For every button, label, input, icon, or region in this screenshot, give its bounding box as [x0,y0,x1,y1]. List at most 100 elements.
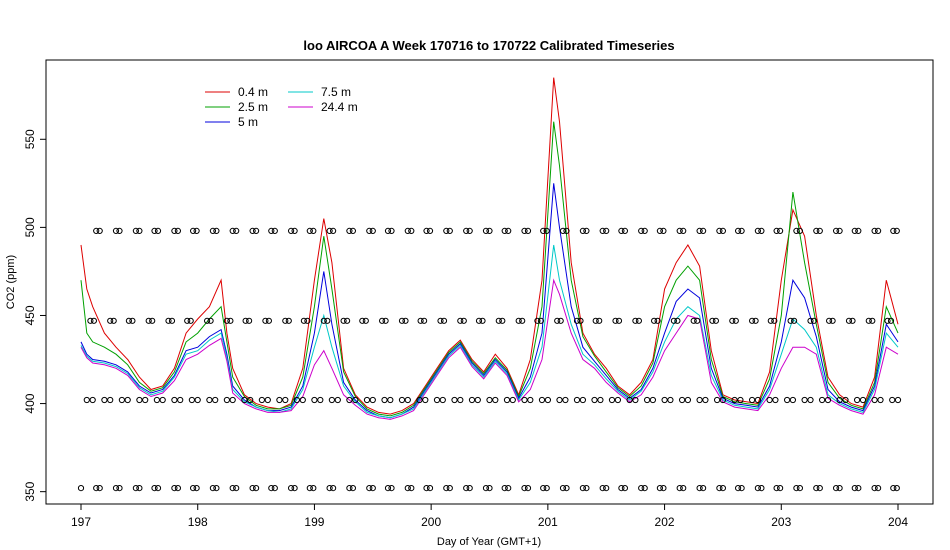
reference-point-2-48 [503,396,511,404]
series-line-4 [80,278,899,420]
reference-point-0-75 [816,227,823,234]
reference-point-2-56 [573,396,581,404]
reference-point-3-3 [112,485,120,492]
reference-point-3-20 [271,485,278,492]
reference-point-2-45 [474,396,481,404]
x-axis: 197 198 199 200 201 202 203 204 [71,504,908,529]
reference-point-2-1 [89,396,96,404]
reference-point-2-34 [381,396,388,404]
reference-point-2-89 [859,396,867,404]
reference-point-1-22 [300,317,307,324]
reference-point-1-33 [402,317,409,324]
series-line-1 [80,121,899,417]
reference-point-3-4 [116,485,123,492]
reference-point-3-18 [253,485,260,492]
reference-point-2-20 [258,396,265,404]
reference-point-3-38 [446,485,453,492]
reference-point-3-65 [716,485,723,492]
reference-point-0-69 [758,227,765,234]
reference-point-3-25 [326,485,333,492]
reference-point-0-63 [700,227,707,234]
reference-point-2-12 [188,396,195,404]
reference-point-2-71 [702,396,709,404]
reference-point-2-82 [801,396,808,404]
reference-point-2-87 [842,396,849,404]
reference-point-2-69 [684,396,692,404]
reference-point-1-34 [417,317,424,324]
reference-point-1-63 [694,317,701,324]
reference-point-1-32 [398,317,406,324]
reference-point-1-37 [440,317,448,324]
reference-point-1-54 [612,317,619,324]
reference-point-3-29 [366,485,373,492]
reference-point-0-49 [563,227,570,234]
reference-point-0-15 [233,227,240,234]
reference-point-2-65 [649,396,657,404]
reference-point-3-66 [719,485,727,492]
reference-point-3-71 [773,485,780,492]
reference-point-2-83 [807,396,814,404]
legend-label-0-2: 5 m [238,115,258,129]
reference-point-1-43 [499,317,506,324]
reference-point-2-47 [492,396,499,404]
reference-point-3-45 [521,485,528,492]
chart-title: loo AIRCOA A Week 170716 to 170722 Calib… [303,38,674,53]
reference-point-1-18 [262,317,269,324]
reference-point-0-10 [190,227,197,234]
reference-point-2-33 [369,396,376,404]
reference-point-2-14 [206,396,213,404]
reference-point-3-77 [833,485,840,492]
reference-point-0-51 [583,227,590,234]
reference-point-1-60 [670,317,678,324]
x-tick-label-4: 201 [538,515,558,529]
reference-point-1-20 [282,317,289,324]
reference-point-2-36 [398,396,406,404]
reference-point-0-23 [310,227,317,234]
reference-point-1-48 [554,317,561,324]
reference-point-2-19 [247,396,254,404]
y-tick-label-2: 450 [23,305,37,325]
reference-point-1-81 [869,317,876,324]
reference-point-1-83 [887,317,895,324]
reference-point-2-50 [521,396,528,404]
reference-point-0-62 [696,227,703,234]
reference-point-1-44 [515,317,522,324]
reference-point-0-77 [836,227,843,234]
reference-point-2-10 [171,396,178,404]
reference-point-2-24 [293,396,300,404]
reference-point-3-53 [599,485,606,492]
legend: 0.4 m2.5 m5 m 7.5 m24.4 m [205,85,358,129]
reference-point-2-7 [142,396,149,404]
reference-point-0-25 [330,227,337,234]
reference-point-3-15 [229,485,236,492]
reference-point-3-73 [793,485,800,492]
reference-point-3-56 [621,485,629,492]
reference-point-0-3 [116,227,123,234]
reference-point-3-13 [209,485,216,492]
reference-point-3-44 [505,485,512,492]
reference-point-3-24 [310,485,317,492]
reference-point-3-62 [680,485,687,492]
reference-point-0-47 [543,227,550,234]
reference-point-3-43 [501,485,508,492]
reference-point-1-17 [246,317,253,324]
reference-point-0-78 [851,227,858,234]
reference-point-0-60 [676,227,683,234]
reference-point-0-53 [603,227,610,234]
reference-point-1-67 [732,317,739,324]
reference-point-2-37 [404,396,411,404]
reference-point-2-43 [457,396,464,404]
reference-points-layer [77,227,902,492]
reference-point-1-14 [223,317,230,324]
reference-point-2-73 [719,396,727,404]
reference-point-0-80 [871,227,878,234]
reference-point-3-46 [524,485,532,492]
reference-point-0-50 [579,227,587,234]
reference-point-0-73 [796,227,804,234]
reference-point-2-63 [632,396,639,404]
reference-point-2-6 [136,396,143,404]
reference-point-1-6 [145,317,152,324]
reference-point-1-24 [320,317,327,324]
reference-point-0-14 [229,227,236,234]
